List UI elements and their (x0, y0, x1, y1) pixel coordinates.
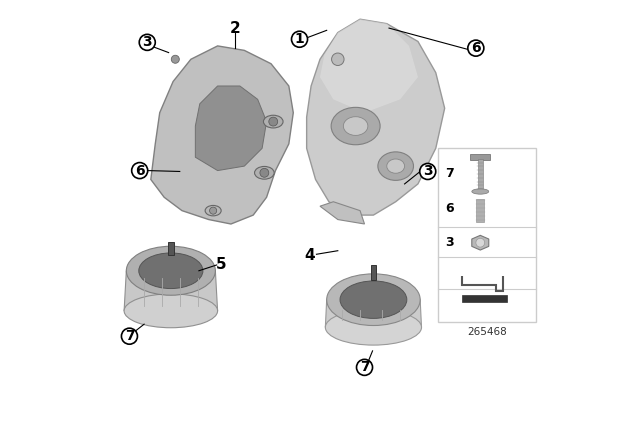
Text: 4: 4 (304, 248, 315, 263)
Circle shape (476, 238, 484, 247)
Circle shape (269, 117, 278, 126)
Text: 3: 3 (445, 236, 453, 249)
Ellipse shape (378, 152, 413, 181)
Polygon shape (472, 235, 489, 250)
Ellipse shape (126, 246, 216, 295)
Text: 7: 7 (360, 360, 369, 375)
Circle shape (468, 40, 484, 56)
Polygon shape (124, 271, 218, 311)
Ellipse shape (139, 253, 203, 289)
Text: 6: 6 (135, 164, 145, 177)
Ellipse shape (205, 206, 221, 216)
Circle shape (132, 163, 148, 179)
Polygon shape (325, 300, 422, 327)
Ellipse shape (387, 159, 404, 173)
Circle shape (172, 55, 179, 63)
Circle shape (122, 328, 138, 344)
Text: 6: 6 (445, 202, 453, 215)
Bar (477, 159, 483, 191)
Bar (371, 265, 376, 280)
Text: 7: 7 (125, 329, 134, 343)
Circle shape (332, 53, 344, 65)
Text: 3: 3 (423, 164, 433, 178)
Text: 1: 1 (294, 32, 305, 46)
Text: 6: 6 (471, 41, 481, 55)
Text: 2: 2 (230, 21, 241, 35)
Polygon shape (307, 19, 445, 215)
Polygon shape (320, 19, 418, 113)
Ellipse shape (472, 189, 489, 194)
Ellipse shape (344, 116, 368, 135)
Ellipse shape (255, 167, 274, 179)
Bar (470, 154, 490, 160)
Bar (463, 295, 507, 302)
Polygon shape (151, 46, 293, 224)
Circle shape (356, 359, 372, 375)
Circle shape (260, 168, 269, 177)
Text: 265468: 265468 (467, 327, 507, 337)
Circle shape (140, 34, 156, 50)
Circle shape (209, 207, 217, 214)
Text: 3: 3 (143, 35, 152, 49)
Circle shape (291, 31, 308, 47)
Ellipse shape (340, 281, 407, 319)
Ellipse shape (331, 108, 380, 145)
Ellipse shape (326, 274, 420, 326)
Polygon shape (320, 202, 365, 224)
Bar (168, 242, 173, 255)
Bar (476, 198, 484, 222)
Ellipse shape (264, 115, 283, 128)
Text: 5: 5 (216, 258, 227, 272)
Polygon shape (195, 86, 267, 171)
Text: 7: 7 (445, 167, 454, 180)
Circle shape (420, 164, 436, 180)
Bar (438, 148, 536, 322)
Ellipse shape (124, 294, 218, 328)
Ellipse shape (325, 310, 422, 345)
